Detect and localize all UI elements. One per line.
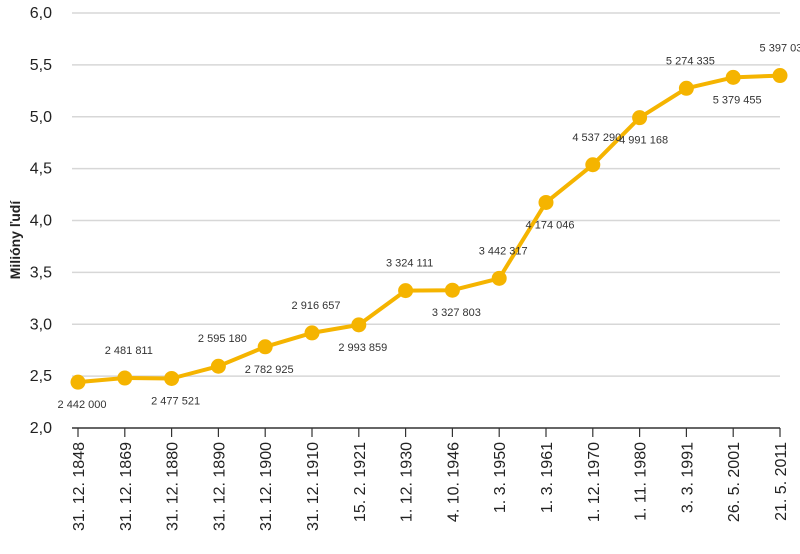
data-point [678,80,694,96]
data-label: 4 537 290 [572,132,621,144]
x-tick-label: 31. 12. 1900 [258,442,275,531]
data-label: 5 397 036 [760,43,800,55]
data-point [351,317,367,333]
data-point [772,68,788,84]
y-tick-label: 4,5 [30,161,52,178]
x-tick-label: 15. 2. 1921 [352,442,369,522]
data-label: 3 327 803 [432,307,481,319]
data-label: 2 916 657 [292,300,341,312]
data-point [632,110,648,126]
data-point [491,270,507,286]
x-tick-label: 1. 12. 1970 [586,442,603,522]
x-tick-label: 26. 5. 2001 [726,442,743,522]
series-markers [70,68,788,390]
x-tick-label: 31. 12. 1880 [165,442,182,531]
x-tick-label: 31. 12. 1848 [71,442,88,531]
x-tick-label: 31. 12. 1890 [211,442,228,531]
data-label: 2 477 521 [151,395,200,407]
data-point [210,358,226,374]
series-polyline [77,73,781,385]
x-tick-label: 1. 11. 1980 [633,442,650,521]
x-tick-label: 1. 3. 1961 [539,442,556,513]
y-tick-label: 5,5 [30,57,52,74]
y-tick-label: 2,5 [30,368,52,385]
data-point [585,157,601,173]
y-tick-label: 4,0 [30,213,52,230]
x-tick-label: 21. 5. 2011 [773,442,790,521]
data-label: 2 442 000 [58,399,107,411]
data-point [725,69,741,85]
data-label: 4 174 046 [526,219,575,231]
x-tick-label: 31. 12. 1910 [305,442,322,531]
y-tick-label: 3,5 [30,264,52,281]
data-point [70,374,86,390]
x-tick-label: 31. 12. 1869 [118,442,135,531]
x-tick-label: 4. 10. 1946 [445,442,462,522]
data-label: 5 379 455 [713,94,762,106]
y-axis-ticks: 2,0 2,5 3,0 3,5 4,0 4,5 5,0 5,5 6,0 [30,5,52,437]
data-label: 5 274 335 [666,55,715,67]
data-point [398,283,414,299]
y-tick-label: 6,0 [30,5,52,22]
data-labels: 2 442 000 2 481 811 2 477 521 2 595 180 2 78… [58,43,800,412]
data-point [117,370,133,386]
data-point [538,194,554,210]
y-tick-label: 3,0 [30,316,52,333]
data-label: 2 782 925 [245,364,294,376]
y-axis-label: Milióny ľudí [7,200,23,280]
data-label: 4 991 168 [619,135,668,147]
x-tick-label: 1. 3. 1950 [492,442,509,513]
y-tick-label: 5,0 [30,109,52,126]
data-point [164,370,180,386]
data-label: 3 324 111 [386,258,433,270]
data-point [444,282,460,298]
data-label: 3 442 317 [479,245,528,257]
series-line [77,73,781,385]
data-point [304,325,320,341]
data-label: 2 993 859 [338,342,387,354]
data-label: 2 481 811 [105,345,153,357]
data-point [257,339,273,355]
x-tick-label: 3. 3. 1991 [679,442,696,513]
x-axis: 31. 12. 1848 31. 12. 1869 31. 12. 1880 31. … [71,427,790,531]
data-label: 2 595 180 [198,333,247,345]
y-tick-label: 2,0 [30,420,52,437]
x-tick-label: 1. 12. 1930 [399,442,416,522]
grid-lines [72,12,780,377]
